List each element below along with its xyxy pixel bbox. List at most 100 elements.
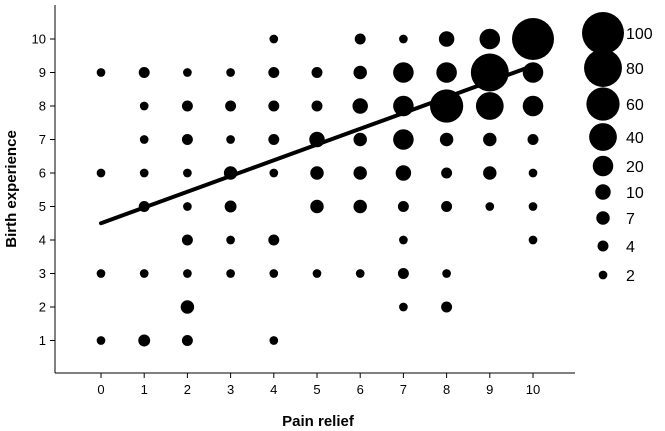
data-point: [352, 98, 368, 114]
x-tick-label: 3: [227, 382, 234, 397]
data-point: [528, 235, 538, 245]
legend-label: 40: [626, 130, 644, 147]
y-tick-label: 4: [39, 233, 46, 248]
legend-label: 60: [626, 97, 644, 114]
data-point: [139, 135, 149, 144]
data-point: [268, 234, 280, 246]
data-point: [399, 302, 408, 312]
data-point: [441, 201, 453, 212]
data-point: [442, 269, 451, 278]
data-point: [479, 28, 501, 50]
x-axis-ticks: 0 1 2 3 4 5 6 7 8 9 10: [97, 373, 540, 397]
data-point: [269, 336, 279, 345]
data-point: [138, 67, 150, 78]
x-tick-label: 4: [270, 382, 277, 397]
data-point: [485, 202, 495, 211]
legend-label: 100: [626, 26, 653, 43]
legend-bubble: [592, 155, 614, 177]
data-point: [181, 100, 193, 112]
y-tick-label: 5: [39, 199, 46, 214]
data-point: [269, 34, 279, 44]
data-point: [310, 166, 324, 180]
data-point: [528, 202, 538, 211]
legend-label: 20: [626, 159, 644, 176]
legend-bubble: [595, 184, 611, 200]
data-point: [353, 65, 367, 80]
data-point: [528, 168, 538, 178]
data-point: [436, 62, 457, 83]
data-point: [183, 269, 192, 278]
data-point: [225, 100, 237, 112]
x-tick-label: 10: [526, 382, 540, 397]
legend-label: 10: [626, 185, 644, 202]
data-point: [269, 168, 279, 178]
data-point: [268, 100, 280, 112]
legend-bubble: [597, 240, 609, 252]
x-axis-title: Pain relief: [282, 413, 355, 430]
data-point: [268, 67, 280, 78]
x-tick-label: 9: [486, 382, 493, 397]
legend-bubble: [586, 87, 620, 121]
data-point: [393, 129, 414, 150]
data-point: [483, 132, 497, 147]
data-point: [181, 234, 193, 246]
data-point: [311, 100, 323, 112]
data-point: [226, 269, 235, 278]
y-tick-label: 1: [39, 333, 46, 348]
data-point: [224, 200, 237, 213]
regression-line: [99, 63, 535, 226]
data-point: [96, 68, 106, 77]
data-point: [354, 33, 366, 45]
legend-label: 80: [626, 61, 644, 78]
y-tick-label: 8: [39, 99, 46, 114]
y-tick-label: 9: [39, 65, 46, 80]
legend-bubble: [589, 123, 617, 151]
data-point: [429, 89, 464, 123]
data-point: [353, 166, 367, 180]
data-point: [138, 334, 151, 347]
data-point: [183, 68, 192, 77]
x-tick-label: 6: [357, 382, 364, 397]
data-point: [139, 168, 149, 178]
data-point: [180, 300, 195, 314]
data-point: [397, 268, 409, 279]
x-tick-label: 7: [400, 382, 407, 397]
data-point: [139, 269, 149, 278]
data-point: [269, 269, 279, 278]
data-point: [395, 165, 412, 181]
legend-bubble: [598, 270, 608, 280]
x-tick-label: 1: [141, 382, 148, 397]
data-points: [96, 18, 554, 347]
y-tick-label: 10: [32, 32, 46, 47]
x-tick-label: 0: [97, 382, 104, 397]
data-point: [226, 135, 235, 144]
y-tick-label: 3: [39, 266, 46, 281]
x-tick-label: 2: [184, 382, 191, 397]
x-tick-label: 5: [313, 382, 320, 397]
data-point: [181, 134, 193, 145]
data-point: [470, 53, 509, 92]
data-point: [439, 132, 454, 147]
y-tick-label: 6: [39, 166, 46, 181]
x-tick-label: 8: [443, 382, 450, 397]
legend-label: 7: [626, 211, 635, 228]
legend-bubble: [582, 12, 624, 54]
y-axis-ticks: 1 2 3 4 5 6 7 8 9 10: [32, 32, 55, 348]
data-point: [393, 62, 414, 83]
y-axis-title: Birth experience: [3, 130, 20, 248]
data-point: [355, 269, 365, 278]
data-point: [183, 168, 192, 178]
data-point: [311, 67, 323, 78]
size-legend: 100 80 60 40 20 10 7 4 2: [582, 12, 653, 285]
data-point: [353, 199, 367, 214]
y-tick-label: 2: [39, 300, 46, 315]
data-point: [268, 134, 280, 145]
data-point: [96, 168, 106, 178]
data-point: [139, 101, 149, 111]
y-tick-label: 7: [39, 132, 46, 147]
legend-bubble: [584, 49, 622, 87]
data-point: [353, 132, 367, 147]
data-point: [226, 68, 235, 77]
data-point: [312, 269, 322, 278]
